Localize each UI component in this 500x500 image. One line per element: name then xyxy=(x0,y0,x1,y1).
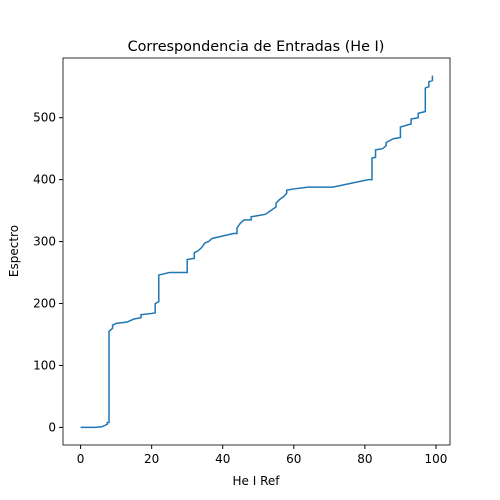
plot-frame xyxy=(62,57,451,446)
y-tick-label: 0 xyxy=(48,420,56,434)
x-tick-label: 100 xyxy=(425,452,448,466)
line xyxy=(80,75,434,429)
y-tick-label: 400 xyxy=(33,173,56,187)
y-tick-label: 300 xyxy=(33,235,56,249)
chart-title: Correspondencia de Entradas (He I) xyxy=(128,39,385,55)
x-axis-label: He I Ref xyxy=(233,474,281,488)
y-tick-label: 200 xyxy=(33,297,56,311)
y-axis-label: Espectro xyxy=(7,225,21,277)
x-tick-label: 40 xyxy=(215,452,230,466)
y-tick-label: 100 xyxy=(33,358,56,372)
x-tick-label: 60 xyxy=(286,452,301,466)
x-tick-label: 0 xyxy=(77,452,85,466)
y-tick-label: 500 xyxy=(33,111,56,125)
x-tick-label: 20 xyxy=(144,452,159,466)
x-tick-label: 80 xyxy=(357,452,372,466)
